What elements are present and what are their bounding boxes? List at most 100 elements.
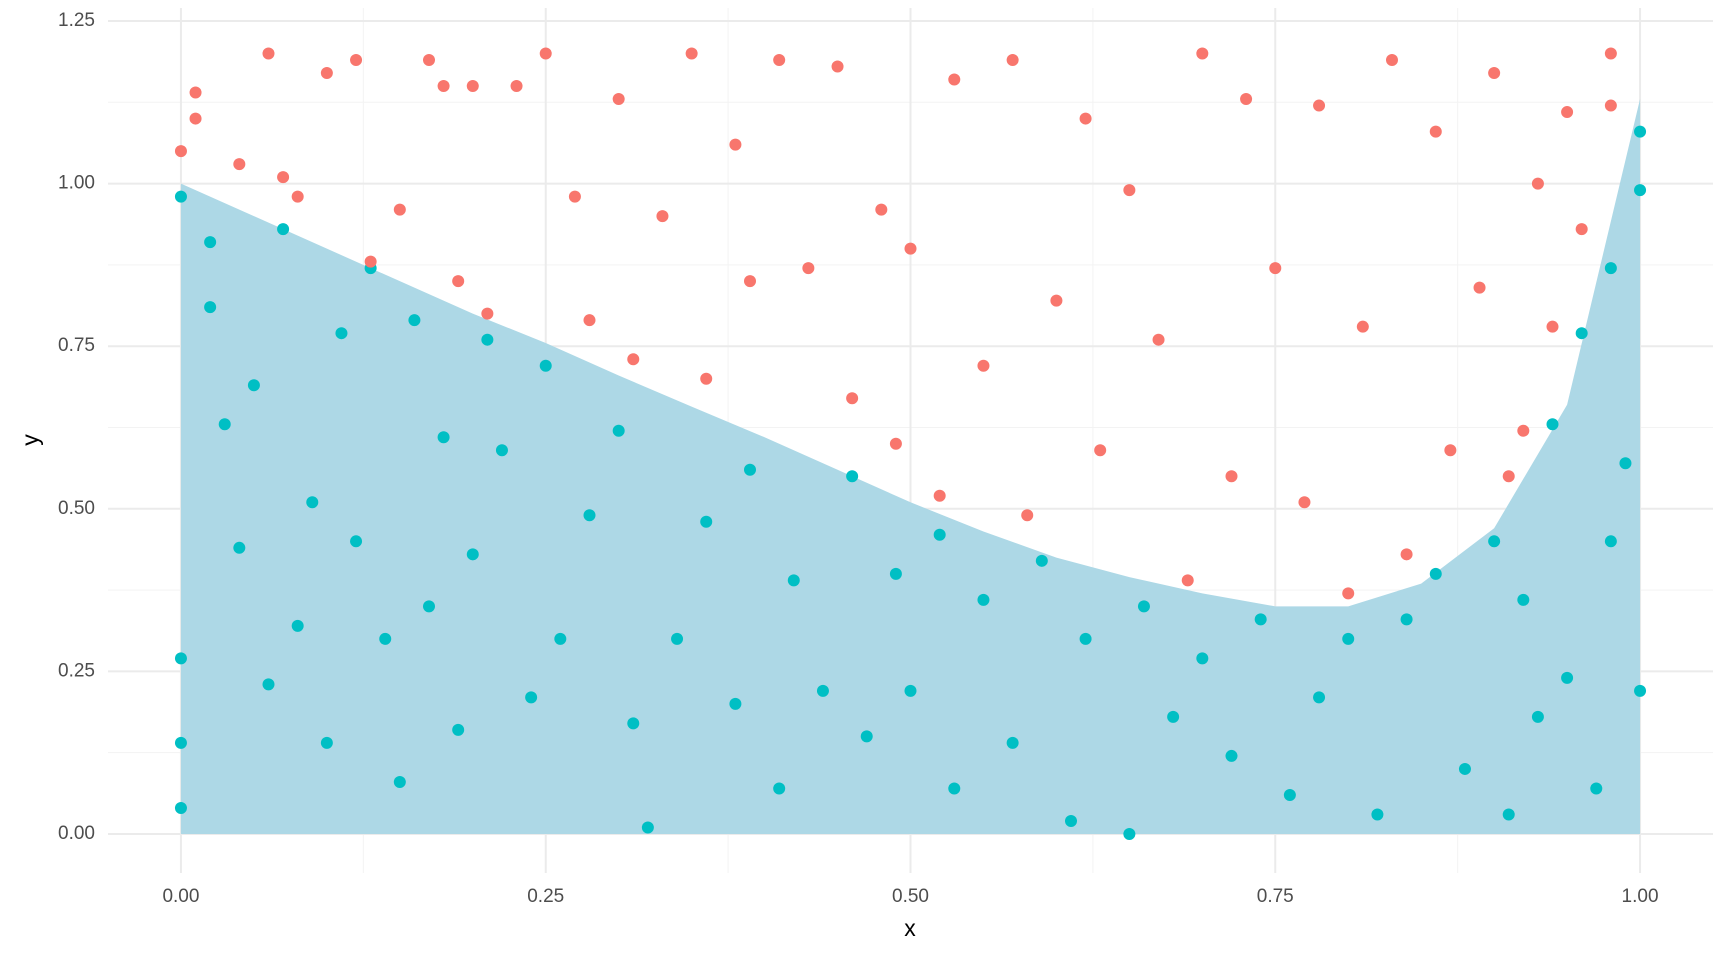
point	[1604, 262, 1617, 275]
point	[1283, 788, 1296, 801]
point	[423, 54, 435, 67]
point	[1079, 632, 1092, 645]
point	[1050, 294, 1063, 307]
point	[1196, 652, 1209, 665]
point	[437, 431, 450, 444]
point	[1313, 691, 1326, 704]
point	[729, 697, 742, 710]
point	[1634, 125, 1647, 138]
point	[1444, 444, 1457, 457]
point	[525, 691, 538, 704]
y-tick-label: 0.75	[58, 335, 95, 356]
point	[1517, 593, 1530, 606]
x-tick-label: 0.25	[527, 886, 564, 907]
point	[1502, 808, 1515, 821]
point	[1517, 424, 1530, 437]
point	[379, 632, 392, 645]
point	[539, 47, 552, 60]
point	[1269, 262, 1282, 275]
point	[393, 203, 406, 216]
point	[831, 60, 844, 73]
point	[1575, 223, 1588, 236]
point	[174, 652, 187, 665]
point	[1254, 613, 1267, 626]
point	[233, 158, 246, 171]
point	[773, 54, 786, 67]
point	[1531, 710, 1544, 723]
point	[1634, 184, 1647, 197]
point	[948, 73, 961, 86]
point	[291, 619, 304, 632]
point	[744, 275, 756, 288]
point	[583, 509, 596, 522]
point	[1429, 125, 1442, 138]
point	[773, 782, 786, 795]
point	[554, 632, 567, 645]
point	[1386, 54, 1398, 67]
point	[1590, 782, 1603, 795]
point	[889, 567, 902, 580]
point	[641, 821, 654, 834]
point	[364, 255, 377, 268]
point	[656, 210, 669, 223]
point	[466, 548, 479, 561]
point	[218, 418, 231, 431]
y-tick-label: 0.25	[58, 660, 95, 681]
point	[889, 437, 902, 450]
point	[1079, 112, 1092, 125]
point	[174, 190, 187, 203]
point	[1488, 535, 1501, 548]
x-tick-label: 0.00	[162, 886, 199, 907]
point	[1458, 762, 1471, 775]
point	[233, 541, 246, 554]
area	[180, 99, 1641, 834]
point	[1225, 749, 1238, 762]
point	[350, 54, 363, 67]
y-tick-label: 0.00	[58, 823, 95, 844]
point	[860, 730, 873, 743]
point	[1021, 509, 1034, 522]
point	[1634, 684, 1647, 697]
point	[787, 574, 800, 587]
point	[189, 86, 202, 99]
point	[1065, 814, 1077, 827]
point	[320, 736, 333, 749]
plot-panel	[108, 8, 1713, 873]
point	[977, 593, 990, 606]
point	[1604, 535, 1617, 548]
point	[423, 600, 435, 613]
y-tick-label: 1.00	[58, 173, 95, 194]
point	[1356, 320, 1369, 333]
point	[729, 138, 742, 151]
point	[671, 632, 684, 645]
point	[933, 489, 946, 502]
point	[466, 80, 479, 93]
point	[904, 684, 917, 697]
point	[1035, 554, 1048, 567]
x-tick-label: 1.00	[1622, 886, 1659, 907]
point	[1298, 496, 1311, 509]
point	[1429, 567, 1442, 580]
point	[174, 145, 187, 158]
point	[846, 470, 859, 483]
point	[277, 223, 290, 236]
point	[204, 301, 217, 314]
point	[1225, 470, 1238, 483]
point	[291, 190, 304, 203]
y-tick-label: 1.25	[58, 10, 95, 31]
point	[1342, 632, 1355, 645]
point	[700, 515, 713, 528]
point	[612, 93, 625, 106]
point	[1561, 106, 1574, 119]
point	[627, 353, 640, 366]
point	[1342, 587, 1355, 600]
point	[1604, 47, 1617, 60]
point	[1371, 808, 1384, 821]
point	[1488, 67, 1501, 80]
point	[875, 203, 888, 216]
point	[977, 359, 990, 372]
point	[846, 392, 859, 405]
point	[393, 775, 406, 788]
point	[1094, 444, 1107, 457]
